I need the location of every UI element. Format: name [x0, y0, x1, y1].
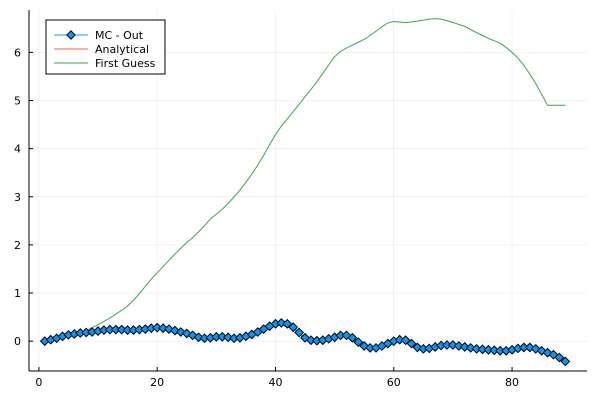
data-point — [560, 356, 571, 367]
legend-label: Analytical — [95, 43, 149, 56]
y-tick-label: 4 — [14, 143, 21, 156]
x-tick-label: 60 — [387, 376, 401, 389]
data-point — [152, 322, 163, 333]
data-point — [175, 327, 186, 337]
series-line — [44, 18, 566, 342]
y-tick-label: 0 — [14, 335, 21, 348]
series-group — [39, 18, 571, 367]
data-point — [276, 317, 287, 328]
data-point — [554, 352, 565, 363]
legend-marker — [66, 30, 76, 40]
legend-label: First Guess — [95, 57, 156, 70]
data-point — [282, 318, 293, 329]
data-point — [465, 342, 476, 353]
data-point — [294, 327, 305, 338]
data-point — [471, 343, 482, 354]
data-point — [223, 332, 234, 343]
data-point — [217, 331, 228, 342]
x-tick-label: 20 — [150, 376, 164, 389]
data-point — [116, 324, 127, 335]
y-tick-label: 1 — [14, 287, 21, 300]
y-tick-label: 6 — [14, 46, 21, 59]
data-point — [453, 341, 464, 351]
data-point — [193, 332, 204, 343]
data-point — [406, 338, 417, 349]
data-point — [394, 334, 405, 345]
legend-box — [45, 19, 166, 75]
data-point — [400, 335, 411, 346]
x-tick-label: 80 — [505, 376, 519, 389]
grid — [29, 10, 587, 371]
axes: 0 20 40 60 80 0 1 2 3 4 5 6 — [14, 10, 587, 389]
data-point — [288, 322, 299, 333]
x-tick-label: 40 — [268, 376, 282, 389]
series-first-guess — [44, 18, 566, 342]
legend-label: MC - Out — [95, 29, 144, 42]
data-point — [489, 345, 500, 356]
y-tick-label: 2 — [14, 239, 21, 252]
y-tick-label: 3 — [14, 191, 21, 204]
data-point — [459, 342, 470, 352]
x-tick-label: 0 — [35, 376, 42, 389]
series-mc-out — [39, 317, 571, 367]
data-point — [548, 349, 559, 360]
data-point — [347, 332, 358, 343]
data-point — [448, 340, 458, 350]
data-point — [158, 323, 168, 334]
data-point — [477, 344, 488, 355]
y-tick-label: 5 — [14, 94, 21, 107]
data-point — [353, 337, 364, 348]
data-point — [483, 344, 494, 355]
data-point — [306, 335, 316, 346]
